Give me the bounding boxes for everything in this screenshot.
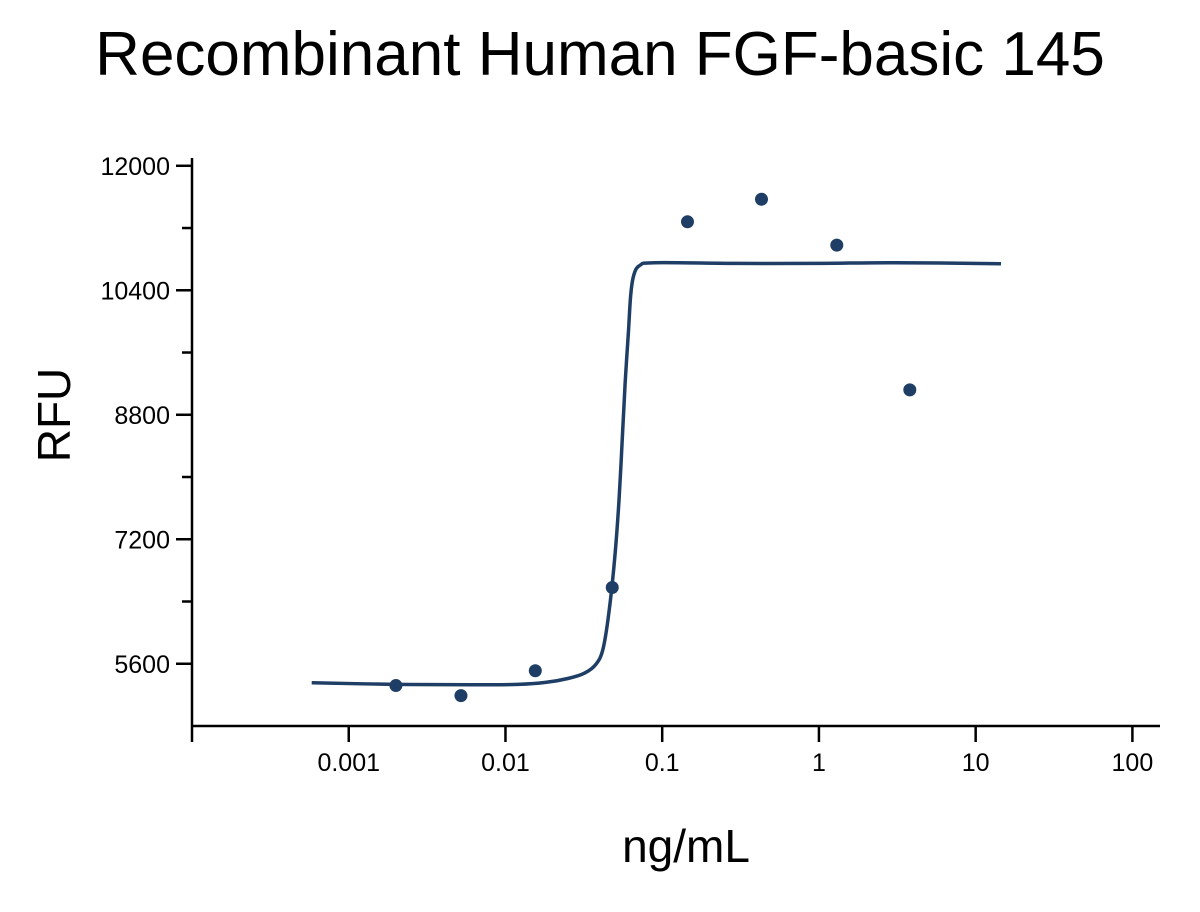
x-tick-label: 100 [1112, 749, 1154, 777]
x-tick-label: 1 [812, 749, 826, 777]
data-point [605, 581, 619, 595]
y-axis-title: RFU [28, 368, 80, 463]
y-tick-label: 7200 [114, 526, 170, 554]
fit-curve-layer [311, 260, 1002, 687]
y-tick-label: 10400 [100, 277, 170, 305]
y-tick-label: 5600 [114, 651, 170, 679]
x-axis-title: ng/mL [622, 820, 750, 872]
x-tick-label: 0.001 [317, 749, 380, 777]
x-tick-label: 0.1 [645, 749, 680, 777]
data-point [454, 689, 468, 703]
data-points-layer [389, 192, 917, 703]
data-point [680, 215, 694, 229]
fit-curve [311, 260, 1002, 687]
data-point [830, 238, 844, 252]
y-tick-label: 8800 [114, 402, 170, 430]
data-point [903, 383, 917, 397]
data-point [528, 664, 542, 678]
y-tick-label: 12000 [100, 153, 170, 181]
chart-title: Recombinant Human FGF-basic 145 [95, 20, 1105, 89]
x-tick-label: 0.01 [481, 749, 530, 777]
data-point [389, 679, 403, 693]
x-tick-label: 10 [962, 749, 990, 777]
axes: 5600 7200 8800 10400 12000 0.001 0.01 0.1 1 10 100 [100, 153, 1160, 777]
data-point [754, 192, 768, 206]
